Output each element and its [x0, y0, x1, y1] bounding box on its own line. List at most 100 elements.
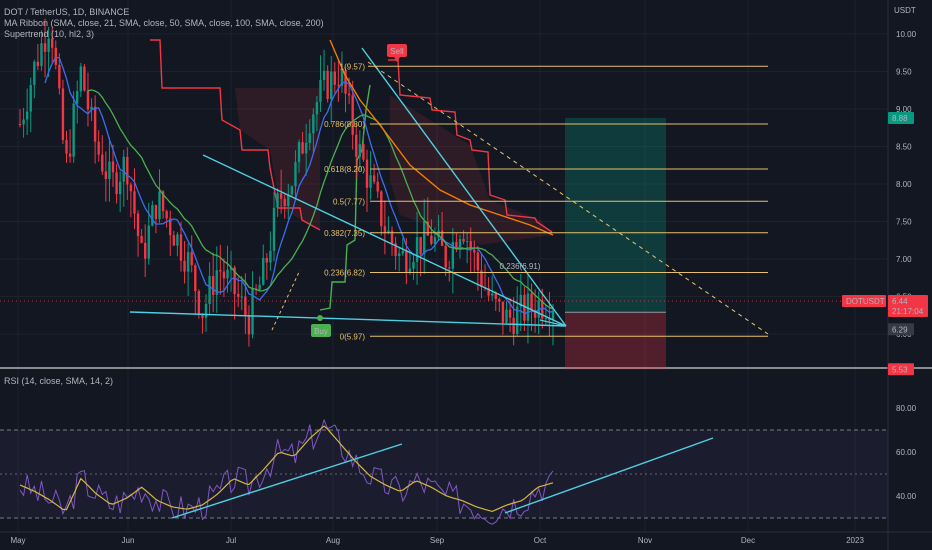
candle-body [83, 66, 86, 91]
time-axis-label: Jul [226, 536, 236, 545]
supertrend-value-label: 0.236(6.91) [500, 262, 541, 271]
dashed-projection [367, 61, 769, 335]
candle-body [194, 265, 197, 292]
ma-ribbon-label[interactable]: MA Ribbon (SMA, close, 21, SMA, close, 5… [4, 18, 324, 28]
fib-level-label: 0.618(8.20) [324, 165, 365, 174]
symbol-tag-text: DOTUSDT [846, 297, 885, 306]
candle-body [47, 38, 50, 52]
supertrend-fill-down [150, 88, 320, 230]
fib-level-label: 0(5.97) [340, 332, 366, 341]
candle-body [462, 238, 465, 242]
candle-body [533, 310, 537, 318]
candle-body [294, 162, 297, 187]
time-axis-label: 2023 [846, 536, 864, 545]
fib-level-label: 0.236(6.82) [324, 269, 365, 278]
fib-level-label: 0.786(8.80) [324, 120, 365, 129]
candle-body [50, 38, 54, 48]
candle-body [215, 270, 218, 295]
candle-body [490, 293, 494, 296]
time-axis-label: Sep [430, 536, 445, 545]
candle-body [33, 61, 36, 86]
candle-body [526, 293, 530, 321]
dashed-fib-anchor [271, 269, 301, 331]
chart-legend: DOT / TetherUS, 1D, BINANCE MA Ribbon (S… [4, 7, 324, 40]
candle-body [383, 226, 387, 233]
rsi-tick-label: 40.00 [896, 492, 917, 501]
candle-body [322, 70, 326, 81]
candle-body [505, 309, 508, 323]
candle-body [43, 43, 47, 52]
candle-body [301, 142, 304, 154]
candle-body [262, 257, 265, 285]
candle-body [276, 193, 279, 208]
candle-body [233, 267, 236, 295]
target-price-tag-text: 8.88 [892, 114, 908, 123]
candle-body [36, 61, 40, 67]
candle-body [376, 181, 379, 192]
rsi-label[interactable]: RSI (14, close, SMA, 14, 2) [4, 376, 114, 386]
price-tick-label: 8.50 [896, 143, 912, 152]
buy-marker-box [311, 324, 331, 337]
candle-body [240, 296, 243, 298]
candle-body [412, 261, 415, 269]
candle-body [108, 161, 111, 180]
candle-body [86, 90, 90, 110]
candle-body [22, 119, 25, 125]
ma-100-line [329, 39, 554, 236]
candle-body [308, 133, 311, 143]
candle-body [144, 242, 147, 259]
candle-body [437, 230, 440, 238]
candle-body [337, 84, 340, 86]
stop-zone [565, 312, 666, 370]
candle-body [72, 103, 75, 157]
candle-body [537, 300, 540, 318]
candle-body [290, 186, 294, 195]
candle-body [372, 175, 376, 182]
candle-body [111, 161, 115, 173]
candle-body [65, 140, 68, 154]
candle-body [408, 268, 412, 273]
candle-body [58, 64, 61, 89]
candle-body [405, 250, 408, 273]
entry-price-tag-text: 6.29 [892, 325, 908, 334]
price-tick-label: 8.00 [896, 180, 912, 189]
wedge-upper-trendline [361, 47, 567, 327]
rsi-tick-label: 80.00 [896, 404, 917, 413]
candle-body [186, 252, 190, 272]
candle-body [287, 194, 290, 206]
pair-title[interactable]: DOT / TetherUS, 1D, BINANCE [4, 7, 130, 17]
candle-body [229, 267, 233, 270]
candle-body [247, 315, 251, 335]
candle-body [190, 252, 193, 266]
time-axis-label: May [10, 536, 25, 545]
candle-body [118, 181, 122, 195]
candle-body [548, 317, 551, 321]
time-axis-label: Jun [122, 536, 135, 545]
candle-body [115, 172, 118, 195]
candle-body [219, 270, 222, 272]
sell-marker-label: Sell [390, 47, 404, 56]
candle-body [458, 238, 462, 250]
rsi-trendline-2 [504, 437, 714, 514]
candle-body [415, 237, 419, 262]
candle-body [54, 47, 57, 65]
candle-body [258, 284, 261, 290]
candle-body [465, 241, 469, 243]
candle-body [226, 269, 229, 279]
candle-body [455, 241, 458, 250]
candle-body [355, 134, 358, 157]
supertrend-label[interactable]: Supertrend (10, hl2, 3) [4, 29, 95, 39]
stop-price-tag-bg [888, 363, 914, 376]
price-tick-label: 7.50 [896, 218, 912, 227]
candle-body [423, 221, 426, 255]
target-price-tag-bg [888, 112, 914, 124]
candle-body [269, 250, 272, 263]
candle-body [480, 270, 483, 287]
ma-21-line [44, 56, 554, 315]
candle-body [523, 294, 526, 321]
buy-marker-dot [317, 315, 323, 321]
candle-body [18, 124, 22, 125]
candle-body [165, 211, 168, 219]
